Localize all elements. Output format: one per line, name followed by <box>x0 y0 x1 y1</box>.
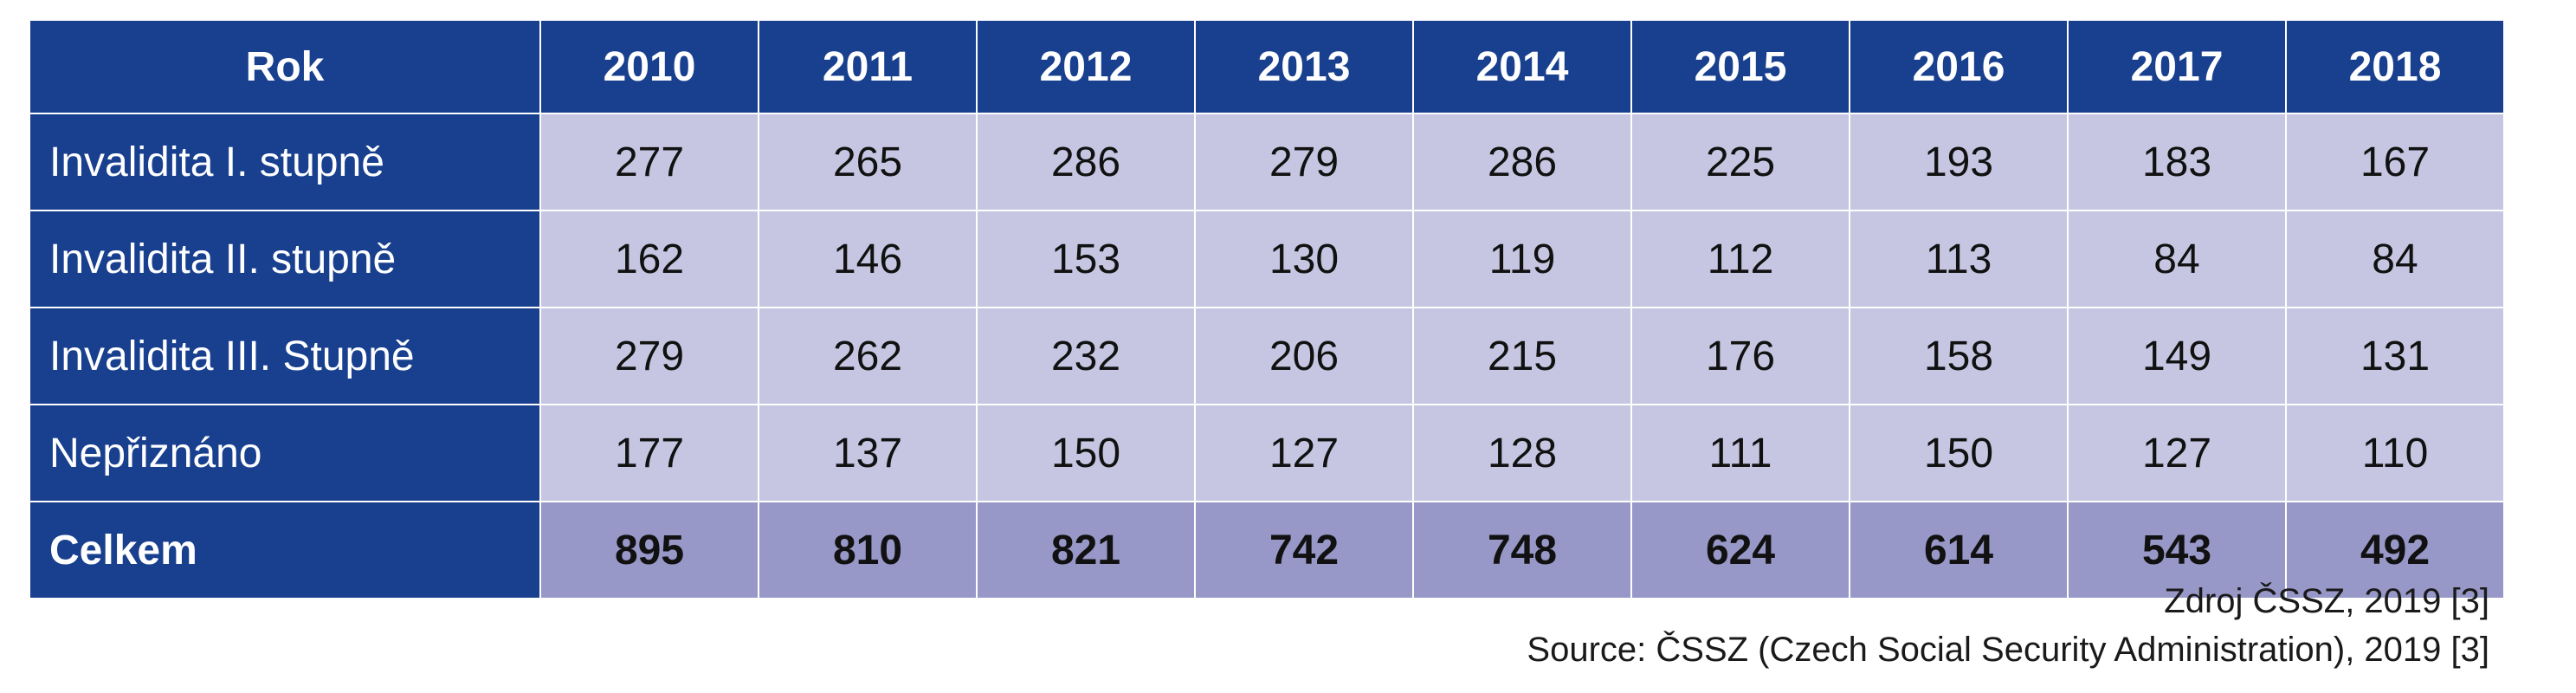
total-cell: 614 <box>1849 501 2069 599</box>
table-cell: 137 <box>758 404 978 502</box>
table-cell: 150 <box>1849 404 2069 502</box>
table-cell: 183 <box>2067 113 2287 211</box>
year-header-cell: 2011 <box>758 19 978 114</box>
table-cell: 131 <box>2285 307 2505 405</box>
header-label-cell: Rok <box>29 19 541 114</box>
year-header-cell: 2013 <box>1194 19 1414 114</box>
table-cell: 167 <box>2285 113 2505 211</box>
table-cell: 232 <box>976 307 1196 405</box>
table-cell: 177 <box>539 404 759 502</box>
table-cell: 128 <box>1412 404 1632 502</box>
source-note-english: Source: ČSSZ (Czech Social Security Admi… <box>1527 631 2489 669</box>
row-label-cell: Nepřiznáno <box>29 404 541 502</box>
table-cell: 193 <box>1849 113 2069 211</box>
total-cell: 748 <box>1412 501 1632 599</box>
table-cell: 84 <box>2067 210 2287 308</box>
table-cell: 286 <box>1412 113 1632 211</box>
table-row: Invalidita II. stupně 162 146 153 130 11… <box>29 210 2505 308</box>
table-cell: 127 <box>1194 404 1414 502</box>
disability-pension-table: Rok 2010 2011 2012 2013 2014 2015 2016 2… <box>29 19 2505 599</box>
data-table-container: Rok 2010 2011 2012 2013 2014 2015 2016 2… <box>29 19 2505 599</box>
table-cell: 111 <box>1630 404 1850 502</box>
table-cell: 279 <box>1194 113 1414 211</box>
total-cell: 810 <box>758 501 978 599</box>
table-cell: 225 <box>1630 113 1850 211</box>
table-cell: 277 <box>539 113 759 211</box>
table-cell: 265 <box>758 113 978 211</box>
source-note-czech: Zdroj ČSSZ, 2019 [3] <box>2164 582 2489 620</box>
table-cell: 153 <box>976 210 1196 308</box>
table-cell: 130 <box>1194 210 1414 308</box>
row-label-cell: Invalidita II. stupně <box>29 210 541 308</box>
year-header-cell: 2012 <box>976 19 1196 114</box>
table-cell: 279 <box>539 307 759 405</box>
table-cell: 110 <box>2285 404 2505 502</box>
year-header-cell: 2018 <box>2285 19 2505 114</box>
table-cell: 146 <box>758 210 978 308</box>
table-cell: 127 <box>2067 404 2287 502</box>
table-cell: 84 <box>2285 210 2505 308</box>
total-cell: 543 <box>2067 501 2287 599</box>
total-row: Celkem 895 810 821 742 748 624 614 543 4… <box>29 501 2505 599</box>
total-cell: 492 <box>2285 501 2505 599</box>
year-header-cell: 2014 <box>1412 19 1632 114</box>
total-cell: 821 <box>976 501 1196 599</box>
table-cell: 206 <box>1194 307 1414 405</box>
table-cell: 112 <box>1630 210 1850 308</box>
table-cell: 262 <box>758 307 978 405</box>
table-row: Nepřiznáno 177 137 150 127 128 111 150 1… <box>29 404 2505 502</box>
total-cell: 624 <box>1630 501 1850 599</box>
table-cell: 150 <box>976 404 1196 502</box>
table-cell: 119 <box>1412 210 1632 308</box>
header-row: Rok 2010 2011 2012 2013 2014 2015 2016 2… <box>29 19 2505 114</box>
table-cell: 113 <box>1849 210 2069 308</box>
year-header-cell: 2017 <box>2067 19 2287 114</box>
table-cell: 215 <box>1412 307 1632 405</box>
total-label-cell: Celkem <box>29 501 541 599</box>
table-row: Invalidita I. stupně 277 265 286 279 286… <box>29 113 2505 211</box>
table-cell: 286 <box>976 113 1196 211</box>
row-label-cell: Invalidita I. stupně <box>29 113 541 211</box>
table-cell: 149 <box>2067 307 2287 405</box>
total-cell: 895 <box>539 501 759 599</box>
row-label-cell: Invalidita III. Stupně <box>29 307 541 405</box>
year-header-cell: 2015 <box>1630 19 1850 114</box>
total-cell: 742 <box>1194 501 1414 599</box>
table-row: Invalidita III. Stupně 279 262 232 206 2… <box>29 307 2505 405</box>
year-header-cell: 2016 <box>1849 19 2069 114</box>
table-cell: 158 <box>1849 307 2069 405</box>
year-header-cell: 2010 <box>539 19 759 114</box>
table-cell: 176 <box>1630 307 1850 405</box>
table-cell: 162 <box>539 210 759 308</box>
